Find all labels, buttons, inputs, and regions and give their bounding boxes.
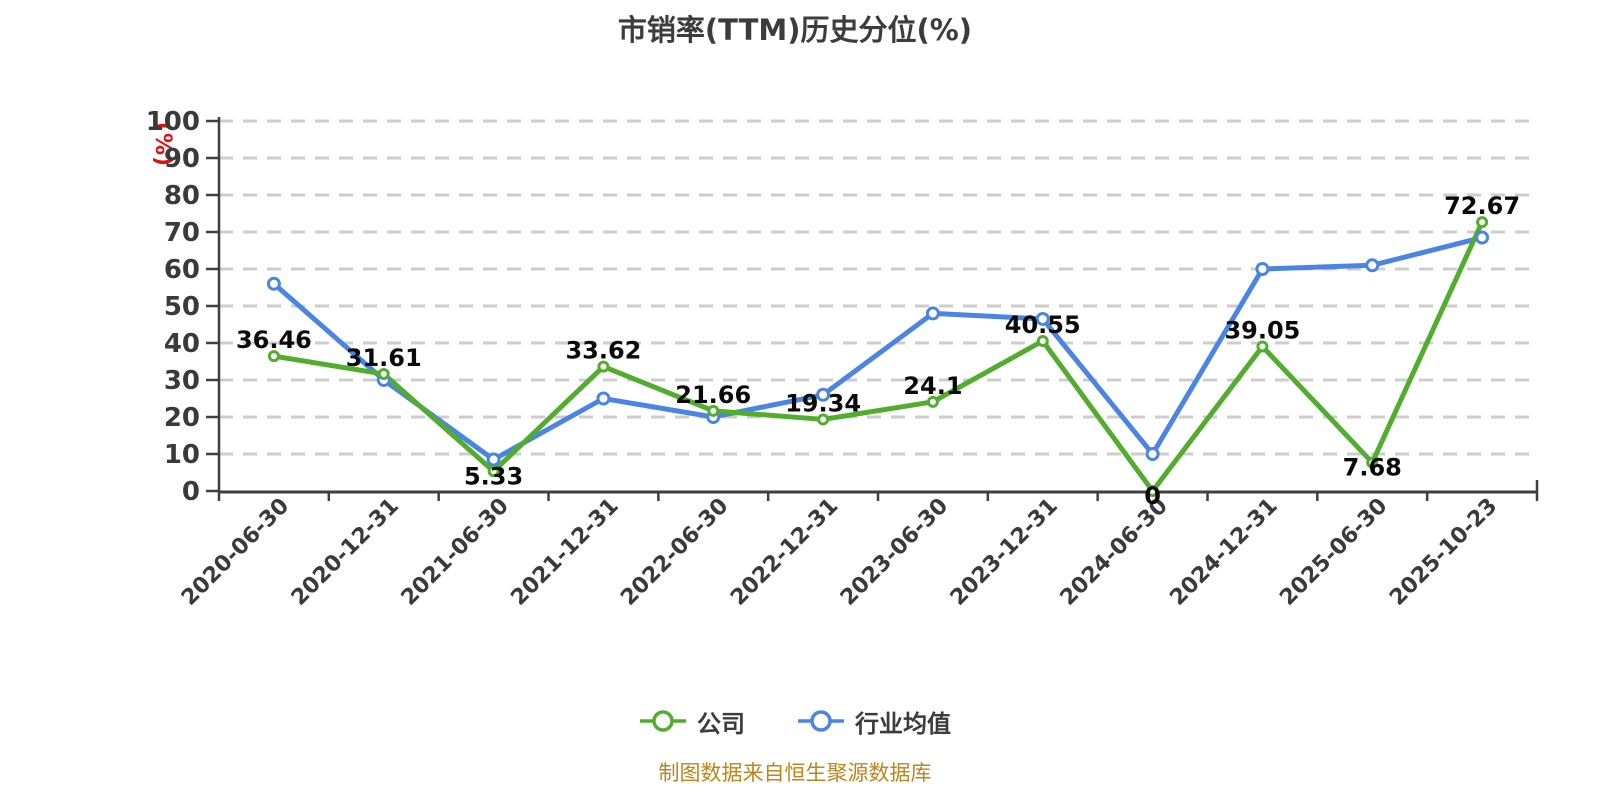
legend-label-industry-average: 行业均值	[855, 709, 951, 738]
industry-point-marker	[1475, 230, 1490, 245]
legend-item-company[interactable]: 公司	[639, 704, 745, 739]
industry-point-marker	[1255, 262, 1270, 276]
company-point-marker	[926, 395, 939, 408]
y-axis-label: 30	[164, 366, 200, 396]
x-axis-label: 2020-12-31	[287, 494, 404, 611]
company-point-label: 5.33	[464, 462, 523, 490]
company-point-marker	[1476, 216, 1489, 229]
x-axis-label: 2021-12-31	[506, 494, 623, 611]
y-axis-label: 70	[164, 218, 200, 248]
y-axis-label: 40	[164, 329, 200, 359]
y-axis-label: 100	[146, 107, 200, 137]
legend-item-industry-average[interactable]: 行业均值	[797, 704, 951, 739]
industry-point-marker	[1035, 311, 1050, 326]
x-axis-label: 2021-06-30	[397, 494, 514, 611]
legend: 公司 行业均值	[0, 698, 1590, 744]
x-axis-label: 2023-12-31	[946, 494, 1063, 611]
x-axis-label: 2022-06-30	[616, 494, 733, 611]
company-point-label: 39.05	[1224, 317, 1300, 345]
company-point-label: 19.34	[785, 389, 861, 417]
data-source-note: 制图数据来自恒生聚源数据库	[658, 761, 932, 785]
company-point-marker	[1036, 334, 1049, 347]
industry-point-marker	[925, 306, 940, 321]
company-point-label: 0	[1144, 482, 1161, 510]
x-axis-label: 2025-06-30	[1275, 494, 1392, 611]
y-axis-label: 50	[164, 292, 200, 322]
industry-point-marker	[816, 387, 831, 402]
y-axis-label: 90	[164, 144, 200, 174]
y-axis-label: 10	[164, 440, 200, 470]
industry-point-marker	[486, 452, 501, 467]
legend-label-company: 公司	[697, 709, 745, 738]
x-axis-label: 2020-06-30	[177, 494, 294, 611]
company-point-label: 72.67	[1444, 192, 1520, 220]
company-point-marker	[267, 350, 280, 363]
company-point-marker	[377, 368, 390, 381]
y-axis-label: 0	[182, 477, 200, 507]
company-point-marker	[597, 360, 610, 373]
company-point-marker	[707, 404, 720, 417]
y-axis-label: 80	[164, 181, 200, 211]
company-point-marker	[487, 465, 500, 478]
company-point-label: 21.66	[675, 381, 751, 409]
industry-point-marker	[1145, 447, 1160, 461]
x-axis-label: 2024-12-31	[1165, 494, 1282, 611]
x-axis-label: 2025-10-23	[1385, 494, 1502, 611]
x-axis-label: 2024-06-30	[1056, 494, 1173, 611]
x-axis-label: 2022-12-31	[726, 494, 843, 611]
company-point-marker	[817, 413, 830, 426]
company-point-label: 36.46	[236, 326, 312, 354]
industry-line-marker-icon	[798, 710, 844, 732]
company-point-label: 7.68	[1343, 454, 1402, 482]
x-axis-label: 2023-06-30	[836, 494, 953, 611]
company-line-marker-icon	[640, 710, 686, 732]
industry-series-line	[271, 235, 1485, 463]
y-axis-label: 60	[164, 255, 200, 285]
y-axis-label: 20	[164, 403, 200, 433]
company-point-marker	[1146, 485, 1159, 497]
company-point-label: 33.62	[565, 337, 641, 365]
company-point-label: 40.55	[1005, 311, 1081, 339]
company-series-line	[271, 219, 1485, 494]
chart-title: 市销率(TTM)历史分位(%)	[617, 13, 973, 47]
company-point-label: 31.61	[346, 344, 422, 372]
industry-point-marker	[596, 391, 611, 406]
company-point-label: 24.1	[903, 372, 962, 400]
company-point-marker	[1256, 340, 1269, 353]
company-point-marker	[1366, 456, 1379, 469]
industry-point-marker	[1365, 258, 1380, 273]
industry-point-marker	[266, 276, 281, 291]
